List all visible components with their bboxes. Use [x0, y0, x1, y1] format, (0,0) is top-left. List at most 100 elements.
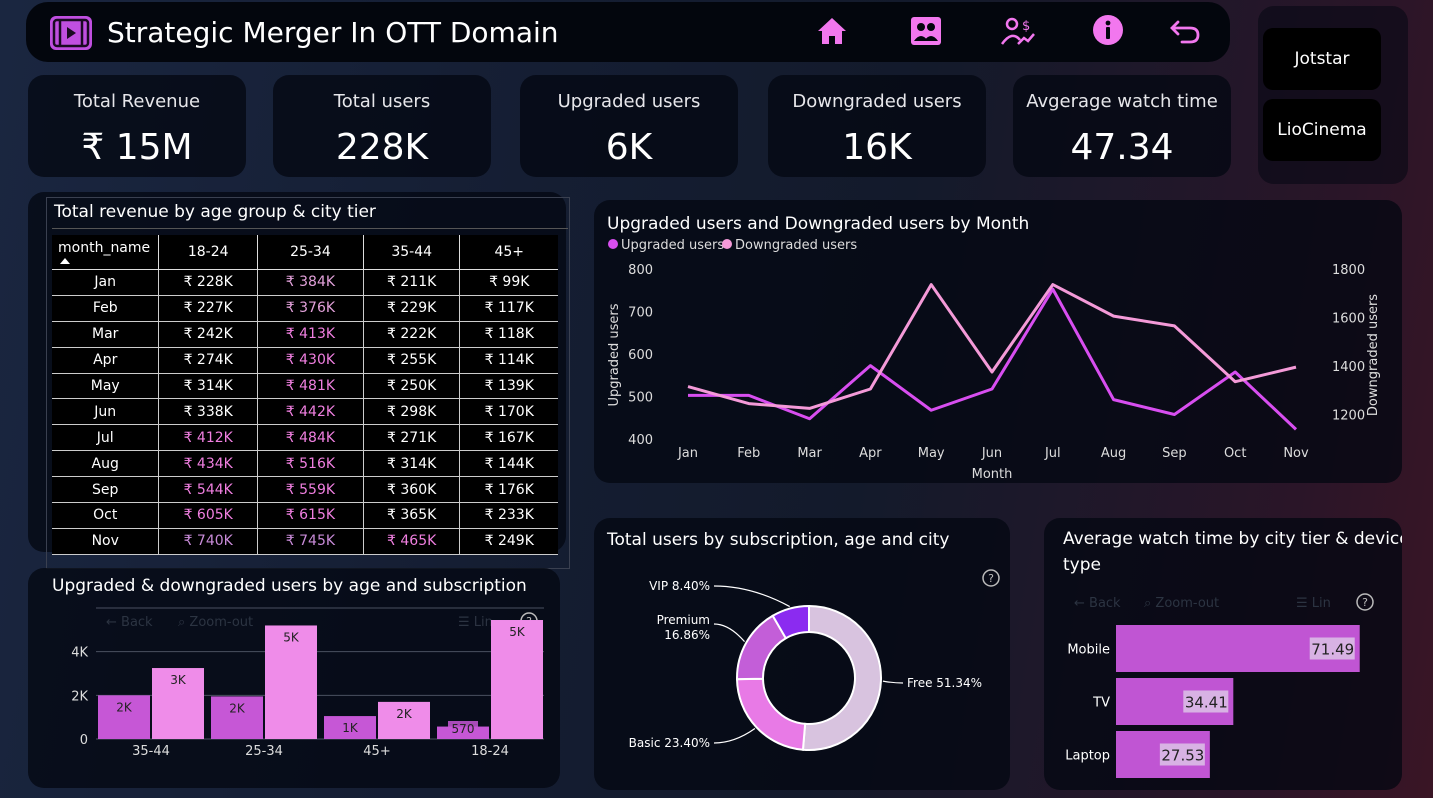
- back-button: ← Back: [1074, 596, 1121, 611]
- x-tick-label: Mar: [797, 446, 822, 461]
- chart-title-line2: type: [1063, 555, 1101, 575]
- age-bar-chart: Upgraded & downgraded users by age and s…: [52, 576, 544, 759]
- watch-time-chart: Average watch time by city tier & device…: [1063, 529, 1402, 778]
- matrix-value-cell: ₹ 114K: [459, 347, 558, 374]
- legend-toggle-button: ☰ Lin: [1296, 596, 1331, 611]
- matrix-value-cell: ₹ 117K: [459, 295, 558, 322]
- slice-label-value: 16.86%: [664, 628, 710, 642]
- title-bar: Strategic Merger In OTT Domain $: [26, 2, 1230, 62]
- matrix-value-cell: ₹ 484K: [257, 424, 364, 452]
- matrix-value-cell: ₹ 365K: [363, 502, 461, 529]
- table-row: Jun ₹ 338K ₹ 442K ₹ 298K ₹ 170K: [52, 398, 558, 426]
- matrix-header-age-group[interactable]: 45+: [459, 235, 558, 270]
- x-tick-label: Jun: [981, 446, 1002, 461]
- data-label-bg: [167, 672, 189, 688]
- data-label-bg: [448, 721, 478, 736]
- matrix-month-cell: May: [52, 373, 160, 400]
- back-icon[interactable]: [1166, 12, 1206, 52]
- home-icon[interactable]: [812, 12, 852, 52]
- matrix-value-cell: ₹ 430K: [257, 347, 364, 374]
- y-tick-label: 700: [628, 306, 653, 321]
- y2-tick-label: 1200: [1332, 409, 1365, 424]
- x-tick-label: Apr: [859, 446, 882, 461]
- matrix-value-cell: ₹ 250K: [363, 373, 461, 400]
- slicer-jotstar-button[interactable]: Jotstar: [1263, 28, 1381, 90]
- matrix-value-cell: ₹ 242K: [158, 321, 258, 348]
- matrix-value-cell: ₹ 314K: [158, 373, 258, 400]
- table-row: Mar ₹ 242K ₹ 413K ₹ 222K ₹ 118K: [52, 321, 558, 348]
- x-tick-label: Nov: [1283, 446, 1309, 461]
- y-tick-label: 800: [628, 263, 653, 278]
- x-tick-label: Oct: [1224, 446, 1246, 461]
- kpi-value: 228K: [335, 127, 429, 168]
- sort-ascending-icon[interactable]: [60, 258, 70, 264]
- chart-title: Total users by subscription, age and cit…: [606, 530, 949, 550]
- legend-label: Upgraded users: [621, 238, 724, 253]
- y-tick-label: 4K: [71, 646, 88, 661]
- matrix-value-cell: ₹ 413K: [257, 321, 364, 348]
- matrix-header-row: month_name 18-24 25-34 35-44 45+: [52, 235, 558, 270]
- users-icon[interactable]: [906, 12, 946, 52]
- kpi-total-users: Total users 228K: [273, 75, 491, 177]
- matrix-value-cell: ₹ 465K: [363, 528, 461, 555]
- kpi-label: Total Revenue: [73, 91, 201, 112]
- slice-label: Free 51.34%: [907, 676, 982, 690]
- x-tick-label: 25-34: [245, 744, 283, 759]
- table-row: Oct ₹ 605K ₹ 615K ₹ 365K ₹ 233K: [52, 502, 558, 529]
- x-tick-label: 35-44: [132, 744, 170, 759]
- kpi-label: Upgraded users: [557, 91, 701, 112]
- matrix-value-cell: ₹ 271K: [363, 424, 461, 452]
- data-label: 34.41: [1185, 694, 1228, 712]
- matrix-value-cell: ₹ 274K: [158, 347, 258, 374]
- y2-tick-label: 1800: [1332, 263, 1365, 278]
- data-label: 27.53: [1161, 747, 1204, 765]
- user-revenue-icon[interactable]: $: [998, 12, 1038, 52]
- leader-line: [713, 728, 756, 744]
- matrix-value-cell: ₹ 118K: [459, 321, 558, 348]
- info-icon[interactable]: [1088, 12, 1128, 52]
- matrix-month-cell: Jan: [52, 269, 160, 296]
- y-tick-label: 600: [628, 348, 653, 363]
- data-label: 570: [452, 722, 475, 736]
- chart-title: Upgraded & downgraded users by age and s…: [52, 576, 527, 596]
- matrix-value-cell: ₹ 314K: [363, 450, 461, 478]
- donut-chart: Total users by subscription, age and cit…: [606, 530, 1000, 751]
- matrix-header-month[interactable]: month_name: [52, 235, 160, 270]
- matrix-value-cell: ₹ 615K: [257, 502, 364, 529]
- x-tick-label: Jan: [677, 446, 698, 461]
- zoom-out-button: ⌕ Zoom-out: [1144, 596, 1219, 611]
- matrix-value-cell: ₹ 222K: [363, 321, 461, 348]
- matrix-value-cell: ₹ 228K: [158, 269, 258, 296]
- matrix-value-cell: ₹ 249K: [459, 528, 558, 555]
- matrix-value-cell: ₹ 745K: [257, 528, 364, 555]
- x-tick-label: 18-24: [471, 744, 509, 759]
- matrix-value-cell: ₹ 176K: [459, 476, 558, 504]
- matrix-month-cell: Apr: [52, 347, 160, 374]
- help-icon-glyph: ?: [1362, 596, 1368, 609]
- x-axis-label: Month: [972, 467, 1013, 482]
- matrix-header-age-group[interactable]: 35-44: [363, 235, 461, 270]
- kpi-value: 6K: [605, 127, 653, 168]
- slice-label: VIP 8.40%: [649, 579, 710, 593]
- matrix-value-cell: ₹ 99K: [459, 269, 558, 296]
- matrix-header-age-group[interactable]: 18-24: [158, 235, 258, 270]
- matrix-month-cell: Mar: [52, 321, 160, 348]
- matrix-month-cell: Oct: [52, 502, 160, 529]
- slicer-liocinema-button[interactable]: LioCinema: [1263, 99, 1381, 161]
- kpi-total-revenue: Total Revenue ₹ 15M: [28, 75, 246, 177]
- data-label-bg: [113, 699, 135, 715]
- matrix-value-cell: ₹ 442K: [257, 398, 364, 426]
- matrix-value-cell: ₹ 434K: [158, 450, 258, 478]
- back-button: ← Back: [106, 615, 153, 630]
- matrix-month-cell: Sep: [52, 476, 160, 504]
- kpi-value: ₹ 15M: [81, 127, 193, 168]
- matrix-value-cell: ₹ 376K: [257, 295, 364, 322]
- matrix-month-cell: Jul: [52, 424, 160, 452]
- matrix-value-cell: ₹ 167K: [459, 424, 558, 452]
- donut-slice: [771, 604, 810, 640]
- y-tick-label: TV: [1092, 696, 1110, 711]
- matrix-header-age-group[interactable]: 25-34: [257, 235, 364, 270]
- matrix-value-cell: ₹ 139K: [459, 373, 558, 400]
- matrix-title: Total revenue by age group & city tier: [54, 202, 376, 222]
- y-axis-label: Upgraded users: [607, 303, 622, 406]
